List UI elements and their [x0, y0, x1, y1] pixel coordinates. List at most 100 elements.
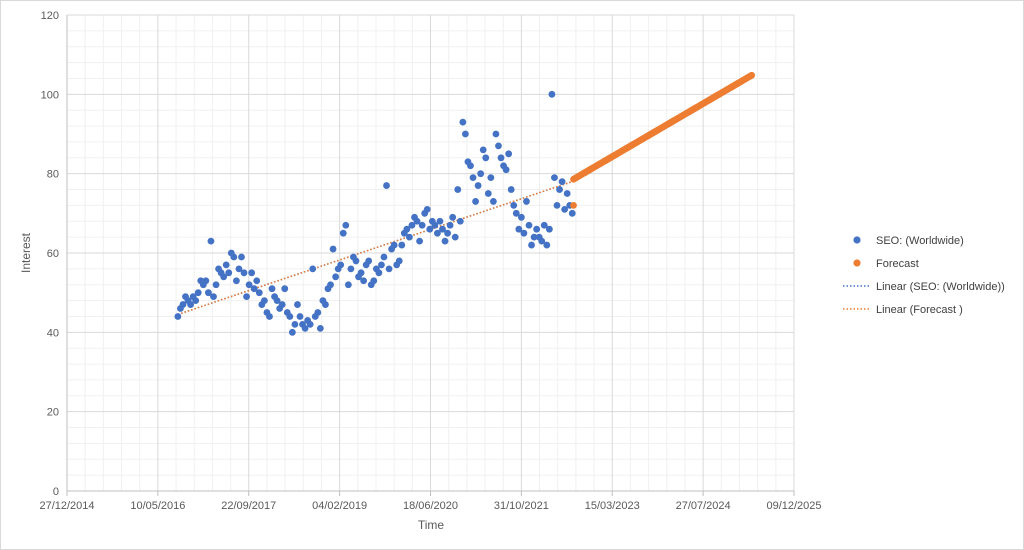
seo-data-point: [187, 301, 194, 308]
y-tick-label: 40: [47, 327, 59, 339]
x-tick-label: 22/09/2017: [221, 500, 276, 512]
seo-data-point: [454, 186, 462, 193]
seo-series-points: [174, 90, 576, 336]
seo-data-point: [477, 170, 485, 178]
seo-data-point: [232, 277, 240, 285]
seo-data-point: [327, 281, 334, 289]
x-tick-labels: 27/12/2014 10/05/2016 22/09/2017 04/02/2019…: [39, 500, 821, 512]
seo-data-point: [416, 237, 423, 245]
seo-data-point: [205, 289, 212, 297]
seo-data-point: [479, 146, 487, 154]
seo-data-point: [413, 217, 421, 225]
seo-data-point: [530, 233, 538, 241]
seo-data-point: [472, 198, 479, 205]
seo-data-point: [179, 301, 187, 308]
x-tick-label: 31/10/2021: [494, 500, 549, 512]
seo-data-point: [540, 221, 548, 229]
legend: SEO: (Worldwide) Forecast Linear (SEO: (…: [843, 235, 1005, 316]
seo-data-point: [556, 186, 563, 193]
seo-data-point: [441, 237, 449, 245]
seo-data-point: [469, 174, 477, 182]
seo-data-point: [403, 225, 411, 233]
seo-data-point: [520, 229, 528, 237]
seo-data-point: [268, 285, 276, 293]
seo-data-point: [482, 154, 490, 162]
seo-data-point: [538, 237, 546, 245]
axes: [66, 15, 795, 496]
seo-data-point: [545, 225, 553, 233]
seo-data-point: [329, 245, 337, 253]
seo-data-point: [451, 233, 459, 241]
trendline-forecast: [177, 180, 573, 316]
seo-data-point: [395, 257, 403, 265]
seo-data-point: [347, 265, 355, 273]
seo-data-point: [398, 241, 406, 249]
seo-data-point: [497, 154, 505, 162]
seo-data-point: [248, 269, 256, 277]
seo-data-point: [194, 289, 202, 297]
seo-data-point: [406, 233, 413, 241]
legend-linear-forecast-label: Linear (Forecast ): [876, 304, 963, 316]
y-tick-label: 20: [47, 407, 59, 419]
seo-data-point: [337, 261, 345, 269]
seo-data-point: [434, 229, 441, 237]
seo-data-point: [484, 190, 492, 197]
seo-data-point: [456, 217, 464, 225]
legend-item-linear-forecast: Linear (Forecast ): [843, 304, 963, 316]
legend-forecast-marker: [853, 259, 861, 267]
seo-data-point: [286, 313, 294, 320]
seo-data-point: [174, 313, 182, 320]
x-axis-title: Time: [418, 518, 445, 532]
y-tick-label: 0: [53, 486, 59, 498]
seo-data-point: [492, 130, 500, 138]
seo-data-point: [309, 265, 317, 273]
seo-data-point: [533, 225, 541, 233]
seo-data-point: [431, 221, 439, 229]
seo-data-point: [528, 241, 535, 249]
seo-data-point: [339, 229, 347, 237]
seo-data-point: [383, 182, 390, 189]
seo-data-point: [352, 257, 360, 265]
trendlines: [177, 180, 573, 316]
seo-data-point: [551, 174, 558, 182]
seo-data-point: [446, 221, 454, 229]
y-tick-labels: 0 20 40 60 80 100 120: [41, 10, 59, 498]
seo-data-point: [553, 202, 561, 209]
seo-data-point: [207, 237, 215, 245]
legend-item-linear-seo: Linear (SEO: (Worldwide)): [843, 281, 1005, 293]
seo-data-point: [563, 190, 571, 197]
seo-data-point: [202, 277, 210, 285]
y-axis-title: Interest: [19, 232, 33, 273]
seo-data-point: [253, 277, 261, 285]
seo-data-point: [210, 293, 217, 301]
seo-data-point: [561, 205, 569, 213]
forecast-data-point: [570, 202, 577, 209]
seo-data-point: [332, 273, 340, 281]
legend-item-forecast: Forecast: [853, 258, 919, 270]
seo-data-point: [558, 178, 566, 186]
seo-data-point: [515, 225, 523, 233]
seo-data-point: [365, 257, 373, 265]
x-tick-label: 09/12/2025: [766, 500, 821, 512]
seo-data-point: [222, 261, 230, 269]
seo-data-point: [220, 273, 228, 281]
seo-data-point: [380, 253, 388, 261]
seo-data-point: [243, 293, 250, 301]
seo-data-point: [461, 130, 469, 138]
seo-data-point: [212, 281, 220, 289]
x-tick-label: 04/02/2019: [312, 500, 367, 512]
seo-data-point: [385, 265, 393, 273]
legend-seo-label: SEO: (Worldwide): [876, 235, 964, 247]
seo-data-point: [301, 324, 309, 332]
seo-data-point: [487, 174, 495, 182]
seo-data-point: [568, 209, 576, 217]
seo-data-point: [449, 213, 457, 221]
legend-linear-seo-label: Linear (SEO: (Worldwide)): [876, 281, 1005, 293]
seo-data-point: [314, 309, 322, 316]
seo-data-point: [344, 281, 352, 289]
seo-data-point: [360, 277, 368, 285]
seo-data-point: [245, 281, 253, 289]
seo-data-point: [240, 269, 248, 277]
y-tick-label: 60: [47, 248, 59, 260]
seo-data-point: [510, 202, 518, 209]
